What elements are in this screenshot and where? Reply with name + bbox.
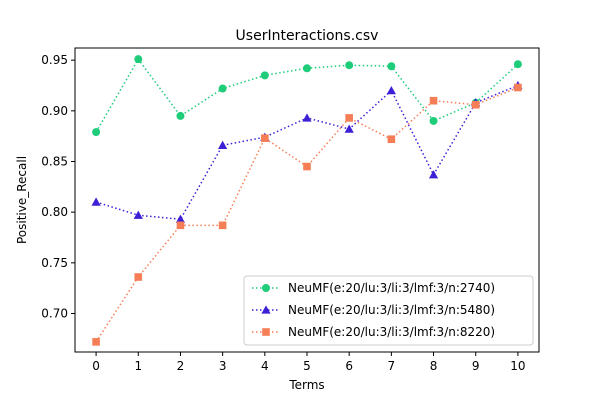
y-tick-label: 0.80 [41, 205, 68, 219]
x-tick-label: 4 [261, 359, 269, 373]
x-axis-label: Terms [288, 378, 324, 392]
legend: NeuMF(e:20/lu:3/li:3/lmf:3/n:2740) NeuMF(… [243, 275, 534, 346]
chart-title: UserInteractions.csv [236, 28, 379, 44]
data-point [387, 135, 396, 143]
y-tick-label: 0.95 [41, 53, 68, 67]
data-point [387, 62, 396, 71]
data-point [218, 221, 227, 230]
legend-marker [262, 328, 270, 336]
data-point [134, 273, 143, 281]
legend-item: NeuMF(e:20/lu:3/li:3/lmf:3/n:5480) [252, 303, 495, 317]
x-tick-label: 9 [472, 359, 480, 373]
data-point [133, 210, 143, 219]
data-point [429, 96, 438, 105]
x-axis: 0 1 2 3 4 5 6 7 8 9 10 [92, 352, 526, 373]
data-point [345, 61, 354, 70]
data-point [303, 64, 311, 73]
series-1 [92, 55, 522, 137]
legend-marker [262, 284, 270, 292]
data-point [514, 83, 522, 92]
data-point [345, 114, 353, 122]
legend-item: NeuMF(e:20/lu:3/li:3/lmf:3/n:8220) [252, 325, 495, 339]
y-axis: 0.70 0.75 0.80 0.85 0.90 0.95 [41, 53, 75, 320]
data-point [302, 113, 312, 122]
legend-label: NeuMF(e:20/lu:3/li:3/lmf:3/n:2740) [288, 281, 495, 295]
data-point [218, 84, 227, 93]
legend-marker [261, 305, 271, 314]
x-tick-label: 8 [430, 359, 438, 373]
data-point [92, 128, 101, 137]
legend-label: NeuMF(e:20/lu:3/li:3/lmf:3/n:5480) [288, 303, 495, 317]
data-point [175, 214, 186, 223]
x-tick-label: 10 [510, 359, 525, 373]
data-point [176, 221, 185, 230]
data-point [344, 124, 354, 133]
x-tick-label: 2 [177, 359, 185, 373]
y-tick-label: 0.75 [41, 256, 68, 270]
data-point [134, 55, 143, 64]
data-point [471, 100, 480, 109]
y-axis-label: Positive_Recall [15, 156, 29, 244]
data-point [176, 111, 185, 120]
series-3 [92, 83, 522, 346]
data-point [386, 85, 396, 95]
y-tick-label: 0.70 [41, 306, 68, 320]
series-layer [91, 55, 523, 346]
series-line [95, 86, 519, 343]
y-tick-label: 0.85 [41, 154, 68, 168]
x-tick-label: 3 [219, 359, 227, 373]
legend-box [243, 275, 534, 346]
data-point [92, 338, 100, 346]
data-point [218, 140, 228, 149]
x-tick-label: 6 [345, 359, 353, 373]
x-tick-label: 5 [303, 359, 311, 373]
data-point [261, 134, 269, 142]
legend-item: NeuMF(e:20/lu:3/li:3/lmf:3/n:2740) [252, 281, 495, 295]
data-point [260, 71, 269, 80]
legend-label: NeuMF(e:20/lu:3/li:3/lmf:3/n:8220) [288, 325, 495, 339]
data-point [513, 60, 522, 69]
x-tick-label: 0 [92, 359, 100, 373]
x-tick-label: 7 [388, 359, 396, 373]
data-point [303, 162, 311, 171]
data-point [429, 116, 438, 125]
data-point [91, 197, 101, 206]
y-tick-label: 0.90 [41, 104, 68, 118]
x-tick-label: 1 [134, 359, 142, 373]
data-point [428, 170, 439, 179]
